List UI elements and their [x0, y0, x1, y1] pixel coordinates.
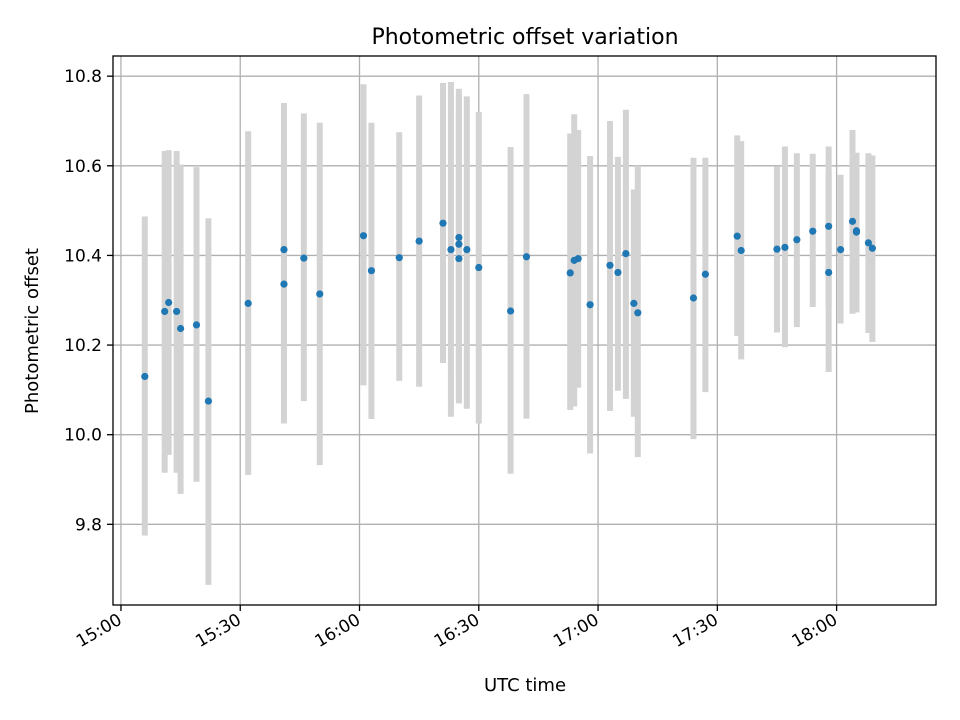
data-point — [463, 246, 471, 254]
plot-frame — [112, 55, 937, 606]
data-point — [204, 397, 213, 405]
data-point — [165, 298, 173, 307]
data-points — [141, 217, 876, 405]
data-point — [141, 372, 149, 381]
data-point — [161, 307, 169, 316]
plot-area — [107, 55, 937, 611]
data-point — [852, 228, 861, 236]
data-point — [176, 324, 185, 333]
data-point — [173, 307, 181, 316]
axis-ticks — [107, 75, 838, 611]
data-point — [825, 222, 833, 230]
data-point — [522, 253, 531, 261]
data-point — [781, 243, 789, 251]
data-point — [630, 299, 638, 307]
x-axis-label: UTC time — [484, 675, 566, 696]
data-point — [825, 268, 833, 277]
data-point — [733, 232, 741, 240]
data-point — [868, 244, 876, 252]
data-point — [864, 239, 873, 247]
data-point — [809, 227, 817, 235]
data-point — [634, 309, 642, 317]
data-point — [606, 261, 614, 269]
data-point — [280, 246, 288, 254]
data-point — [475, 263, 483, 272]
y-tick-label: 10.8 — [64, 67, 102, 87]
data-point — [614, 268, 622, 277]
data-point — [793, 236, 801, 244]
data-point — [359, 232, 368, 240]
data-point — [701, 270, 710, 278]
data-point — [316, 290, 324, 298]
y-tick-label: 10.4 — [64, 246, 102, 266]
y-axis-label: Photometric offset — [22, 248, 43, 414]
chart-title: Photometric offset variation — [371, 25, 678, 50]
y-tick-label: 9.8 — [75, 515, 102, 535]
data-point — [192, 321, 201, 329]
data-point — [280, 280, 288, 288]
data-point — [244, 299, 252, 307]
y-tick-label: 10.2 — [64, 336, 102, 356]
data-point — [439, 219, 447, 227]
data-point — [455, 233, 463, 242]
data-point — [395, 254, 403, 262]
data-point — [367, 267, 376, 275]
data-point — [848, 217, 857, 225]
data-point — [506, 307, 515, 315]
y-tick-label: 10.6 — [64, 157, 102, 177]
data-point — [586, 301, 594, 309]
data-point — [566, 269, 574, 277]
data-point — [737, 246, 745, 255]
data-point — [574, 254, 582, 263]
data-point — [455, 254, 463, 263]
data-point — [773, 245, 781, 253]
data-point — [622, 250, 630, 258]
data-point — [300, 254, 308, 262]
y-tick-label: 10.0 — [64, 426, 102, 446]
data-point — [415, 237, 423, 245]
data-point — [836, 246, 845, 254]
data-point — [455, 240, 463, 248]
data-point — [447, 246, 455, 254]
data-point — [689, 294, 698, 302]
